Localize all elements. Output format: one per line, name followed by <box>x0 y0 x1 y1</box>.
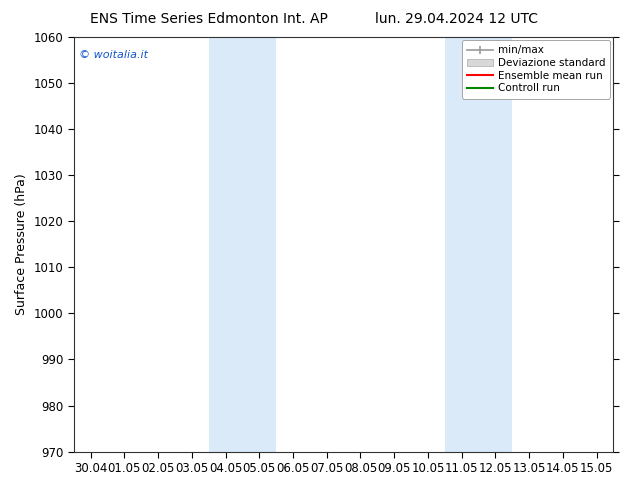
Legend: min/max, Deviazione standard, Ensemble mean run, Controll run: min/max, Deviazione standard, Ensemble m… <box>462 40 611 98</box>
Text: ENS Time Series Edmonton Int. AP: ENS Time Series Edmonton Int. AP <box>90 12 328 26</box>
Text: © woitalia.it: © woitalia.it <box>79 49 148 60</box>
Bar <box>445 37 512 452</box>
Text: lun. 29.04.2024 12 UTC: lun. 29.04.2024 12 UTC <box>375 12 538 26</box>
Title: ENS Time Series Edmonton Int. AP    lun. 29.04.2024 12 UTC: ENS Time Series Edmonton Int. AP lun. 29… <box>0 489 1 490</box>
Bar <box>209 37 276 452</box>
Y-axis label: Surface Pressure (hPa): Surface Pressure (hPa) <box>15 173 28 315</box>
